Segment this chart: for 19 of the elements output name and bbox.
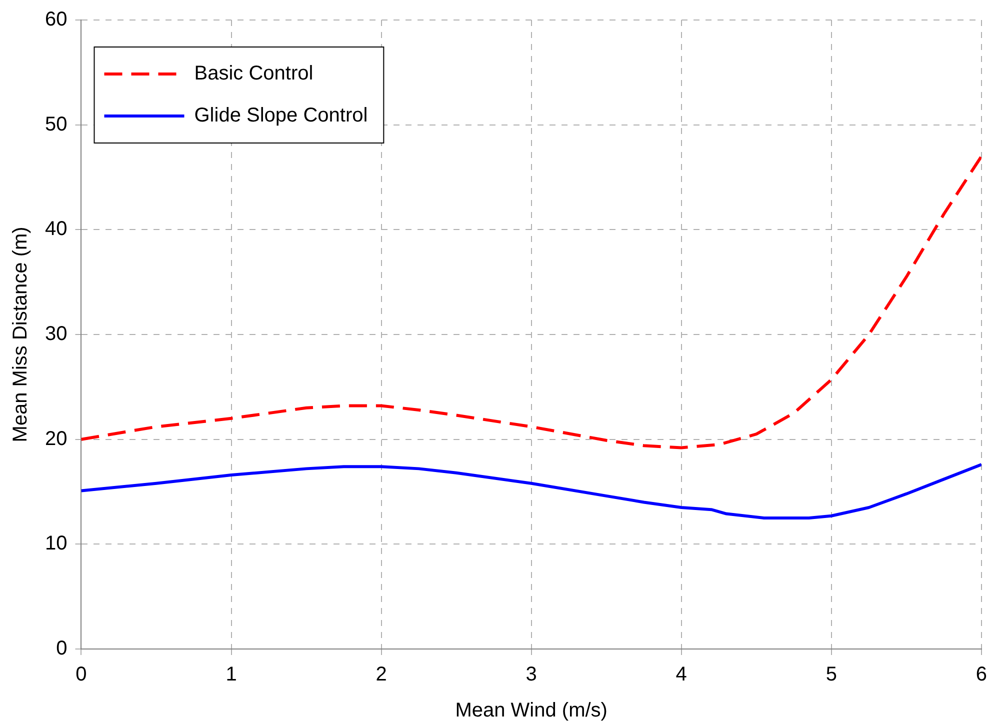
x-tick-label: 6 — [976, 664, 987, 686]
x-tick-label: 1 — [226, 664, 237, 686]
x-tick-label: 5 — [826, 664, 837, 686]
y-tick-label: 30 — [44, 323, 68, 346]
y-tick-label: 0 — [56, 638, 68, 660]
y-tick-label: 10 — [44, 532, 68, 555]
y-tick-label: 20 — [44, 428, 68, 450]
x-tick-label: 4 — [676, 664, 687, 686]
x-tick-label: 3 — [526, 664, 537, 686]
x-axis-title: Mean Wind (m/s) — [455, 700, 608, 722]
y-tick-label: 60 — [44, 8, 68, 31]
x-tick-label: 2 — [376, 664, 387, 686]
legend-label: Basic Control — [194, 62, 314, 85]
y-tick-label: 40 — [44, 218, 68, 240]
legend-label: Glide Slope Control — [194, 104, 368, 127]
line-series — [81, 154, 982, 450]
y-axis-title: Mean Miss Distance (m) — [10, 226, 32, 442]
x-tick-label: 0 — [76, 664, 87, 686]
y-tick-label: 50 — [44, 113, 68, 136]
